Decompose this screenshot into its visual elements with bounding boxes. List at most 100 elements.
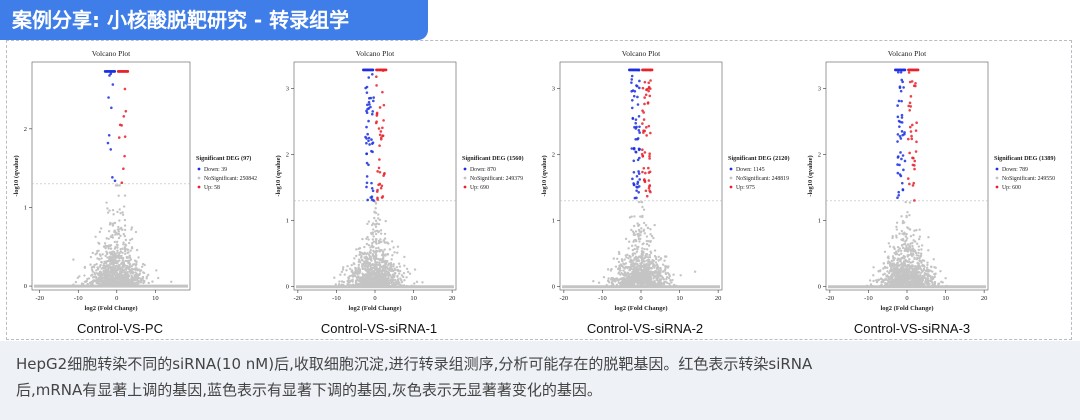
ns-point [378, 248, 381, 252]
x-tick-label: -10 [864, 295, 873, 302]
ns-point [627, 247, 630, 250]
down-point [632, 170, 636, 174]
ns-point [112, 278, 115, 281]
ns-point [917, 278, 920, 282]
legend-down-marker [729, 167, 733, 171]
ns-point [631, 263, 635, 267]
up-point [913, 199, 916, 202]
ns-point [377, 222, 381, 226]
x-axis-label: log2 (Fold Change) [614, 305, 667, 312]
down-point [631, 117, 635, 120]
y-tick-label: 1 [24, 204, 27, 211]
ns-point [95, 281, 98, 285]
ns-point [920, 248, 923, 251]
up-point [914, 129, 918, 132]
down-point [634, 118, 638, 121]
ns-point [92, 279, 95, 282]
ns-point [898, 232, 901, 235]
ns-point [903, 273, 907, 276]
ns-point [929, 279, 932, 283]
up-point [123, 135, 127, 138]
ns-point [383, 273, 386, 277]
charts-panel [6, 40, 1072, 340]
chart-caption-sirna-3: Control-VS-siRNA-3 [853, 321, 971, 336]
up-point [648, 170, 652, 174]
ns-point [645, 255, 648, 259]
ns-point [638, 267, 642, 271]
ns-point [127, 256, 130, 259]
down-point [901, 154, 905, 157]
down-point [898, 125, 901, 128]
up-point [650, 68, 654, 72]
legend: Significant DEG (1389) Down: 789 NoSignifi… [994, 155, 1056, 191]
ns-point [98, 253, 102, 256]
ns-point [652, 277, 655, 280]
ns-point [633, 270, 637, 274]
down-point [107, 133, 111, 137]
ns-point [348, 274, 351, 278]
ns-point [905, 232, 908, 236]
ns-point [393, 251, 396, 254]
ns-point [641, 242, 644, 246]
ns-point [376, 261, 379, 264]
ns-point [907, 271, 910, 274]
page-title-banner: 案例分享: 小核酸脱靶研究 - 转录组学 [0, 0, 428, 40]
down-point [107, 96, 110, 99]
ns-point [641, 280, 644, 283]
ns-point [915, 274, 919, 278]
down-point [635, 174, 639, 178]
ns-point [130, 274, 133, 278]
ns-point [114, 279, 117, 283]
ns-point [347, 278, 350, 282]
ns-point [119, 226, 123, 230]
ns-point [912, 253, 915, 256]
ns-point [390, 276, 393, 279]
ns-point [119, 277, 123, 280]
ns-point [910, 279, 913, 282]
ns-point [100, 260, 103, 264]
ns-point [122, 241, 125, 244]
ns-point [95, 269, 98, 272]
ns-point [896, 245, 900, 249]
ns-point [122, 232, 125, 236]
ns-point [918, 235, 922, 238]
ns-point [900, 215, 903, 218]
ns-point [632, 281, 636, 285]
ns-point [375, 267, 378, 271]
ns-point [872, 274, 875, 277]
ns-point [400, 274, 404, 277]
ns-point [129, 258, 133, 261]
down-point [901, 80, 904, 84]
y-tick-label: 0 [286, 284, 289, 291]
ns-point [610, 281, 614, 284]
down-point [896, 115, 900, 119]
ns-point [628, 216, 632, 219]
up-point [375, 120, 378, 123]
ns-point [642, 208, 646, 211]
ns-point [654, 261, 658, 264]
ns-point [90, 268, 94, 271]
down-point [636, 158, 640, 162]
ns-point [901, 278, 904, 281]
ns-point [679, 274, 682, 277]
ns-point [664, 272, 668, 276]
ns-point [97, 273, 100, 276]
ns-point [885, 282, 888, 285]
down-point [638, 156, 641, 160]
legend-up: Up: 600 [1002, 185, 1021, 191]
ns-point [123, 249, 127, 253]
ns-point [655, 266, 659, 270]
ns-point [667, 276, 671, 280]
ns-point [94, 275, 98, 279]
ns-point [905, 239, 908, 242]
ns-point [373, 255, 376, 258]
ns-point [114, 253, 117, 257]
ns-point [896, 279, 899, 282]
ns-point [597, 281, 601, 284]
ns-point [134, 264, 138, 267]
ns-point [115, 265, 119, 268]
up-point [645, 194, 649, 198]
down-point [370, 72, 374, 76]
description-box: HepG2细胞转染不同的siRNA(10 nM)后,收取细胞沉淀,进行转录组测序… [0, 341, 1080, 420]
down-point [637, 114, 641, 118]
